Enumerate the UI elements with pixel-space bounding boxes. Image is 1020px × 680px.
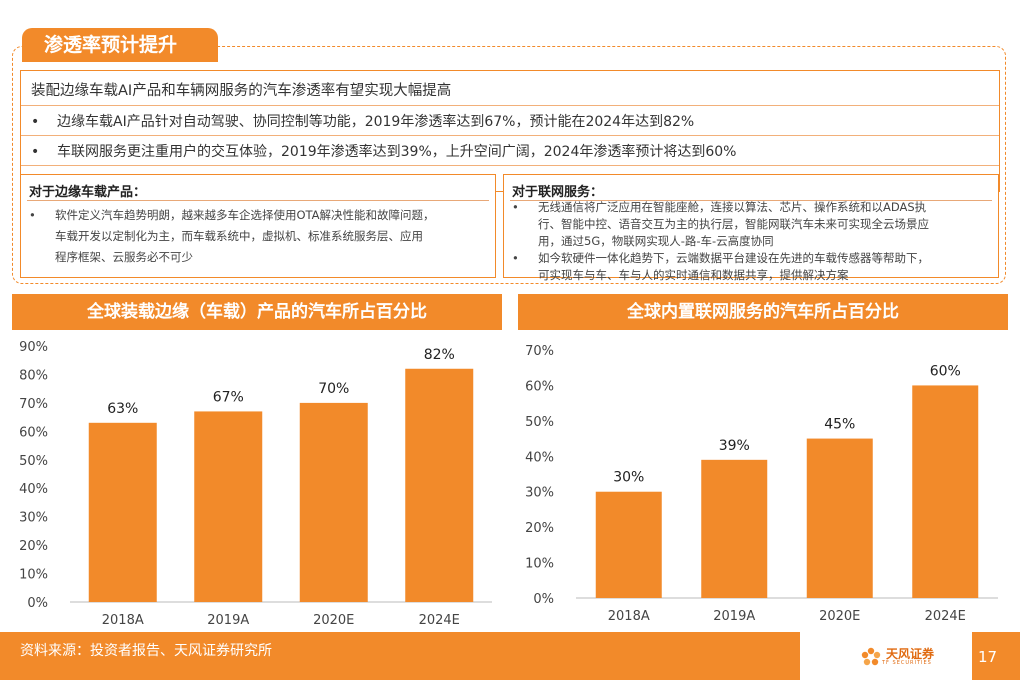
data-label: 63%	[107, 401, 138, 417]
bar	[299, 402, 368, 602]
divider	[21, 135, 999, 136]
data-label: 82%	[424, 347, 455, 363]
data-label: 30%	[613, 470, 644, 486]
chart-title-edge: 全球装载边缘（车载）产品的汽车所占百分比	[12, 294, 502, 330]
summary-bullet-text: 车联网服务更注重用户的交互体验，2019年渗透率达到39%，上升空间广阔，202…	[57, 144, 737, 160]
x-tick-label: 2018A	[102, 613, 144, 628]
x-tick-label: 2019A	[207, 613, 249, 628]
bullet-marker: •	[31, 144, 40, 160]
network-service-text: • 无线通信将广泛应用在智能座舱，连接以算法、芯片、操作系统和以ADAS执 行、智…	[512, 200, 929, 282]
bar	[912, 385, 979, 598]
y-tick-label: 30%	[525, 486, 554, 501]
y-tick-label: 90%	[19, 340, 48, 355]
y-tick-label: 60%	[19, 425, 48, 440]
section-frame	[12, 46, 1006, 284]
y-tick-label: 10%	[19, 568, 48, 583]
flower-logo-icon	[861, 647, 881, 666]
y-tick-label: 0%	[27, 596, 48, 611]
edge-product-text: • 软件定义汽车趋势明朗，越来越多车企选择使用OTA解决性能和故障问题， 车载开发…	[29, 205, 487, 268]
logo-area	[800, 632, 972, 680]
data-label: 39%	[719, 438, 750, 454]
summary-bullet-text: 边缘车载AI产品针对自动驾驶、协同控制等功能，2019年渗透率达到67%，预计能…	[57, 114, 695, 130]
data-label: 45%	[824, 417, 855, 433]
bullet-marker: •	[29, 208, 36, 222]
bar	[595, 491, 662, 598]
data-label: 67%	[213, 389, 244, 405]
bar	[405, 368, 474, 602]
x-tick-label: 2024E	[925, 609, 966, 624]
y-tick-label: 70%	[19, 397, 48, 412]
divider	[510, 200, 992, 201]
chart-title-network: 全球内置联网服务的汽车所占百分比	[518, 294, 1008, 330]
bar	[194, 411, 263, 602]
y-tick-label: 10%	[525, 557, 554, 572]
y-tick-label: 20%	[19, 539, 48, 554]
summary-title: 装配边缘车载AI产品和车辆网服务的汽车渗透率有望实现大幅提高	[31, 83, 452, 99]
divider	[27, 200, 489, 201]
x-tick-label: 2020E	[313, 613, 354, 628]
page-number: 17	[978, 648, 998, 666]
x-tick-label: 2019A	[713, 609, 755, 624]
bullet-marker: •	[512, 251, 519, 265]
company-logo: 天风证券 TF SECURITIES	[860, 646, 934, 668]
network-service-heading: 对于联网服务：	[512, 185, 604, 200]
bullet-marker: •	[512, 200, 519, 214]
y-tick-label: 70%	[525, 344, 554, 359]
y-tick-label: 50%	[19, 454, 48, 469]
logo-subtext: TF SECURITIES	[882, 660, 932, 666]
edge-product-box: 对于边缘车载产品： • 软件定义汽车趋势明朗，越来越多车企选择使用OTA解决性能和…	[20, 174, 496, 278]
edge-product-bar-chart: 0% 10% 20% 30% 40% 50% 60% 70% 80% 90% 63% 2018A 67%…	[19, 340, 492, 628]
y-tick-label: 0%	[533, 592, 554, 607]
bar	[701, 459, 768, 598]
y-tick-label: 40%	[19, 482, 48, 497]
logo-text: 天风证券	[886, 647, 935, 661]
x-tick-label: 2018A	[608, 609, 650, 624]
data-label: 60%	[930, 363, 961, 379]
x-tick-label: 2020E	[819, 609, 860, 624]
section-title: 渗透率预计提升	[22, 28, 218, 62]
summary-bullet-2: • 车联网服务更注重用户的交互体验，2019年渗透率达到39%，上升空间广阔，20…	[31, 141, 737, 161]
y-tick-label: 60%	[525, 379, 554, 394]
data-label: 70%	[318, 381, 349, 397]
divider	[21, 165, 999, 166]
network-service-box: 对于联网服务： • 无线通信将广泛应用在智能座舱，连接以算法、芯片、操作系统和以A…	[503, 174, 999, 282]
source-note: 资料来源：投资者报告、天风证券研究所	[20, 643, 272, 659]
y-tick-label: 40%	[525, 450, 554, 465]
x-tick-label: 2024E	[419, 613, 460, 628]
y-tick-label: 80%	[19, 368, 48, 383]
footer-bar: 资料来源：投资者报告、天风证券研究所	[0, 632, 1020, 680]
bullet-marker: •	[31, 114, 40, 130]
y-tick-label: 20%	[525, 521, 554, 536]
y-tick-label: 30%	[19, 511, 48, 526]
y-tick-label: 50%	[525, 415, 554, 430]
bar	[806, 438, 873, 598]
divider	[21, 105, 999, 106]
network-service-bar-chart: 0% 10% 20% 30% 40% 50% 60% 70% 30% 2018A 39% 2019A 4…	[525, 344, 998, 624]
bar	[88, 422, 157, 602]
summary-bullet-1: • 边缘车载AI产品针对自动驾驶、协同控制等功能，2019年渗透率达到67%，预计…	[31, 111, 694, 131]
edge-product-heading: 对于边缘车载产品：	[29, 185, 147, 200]
